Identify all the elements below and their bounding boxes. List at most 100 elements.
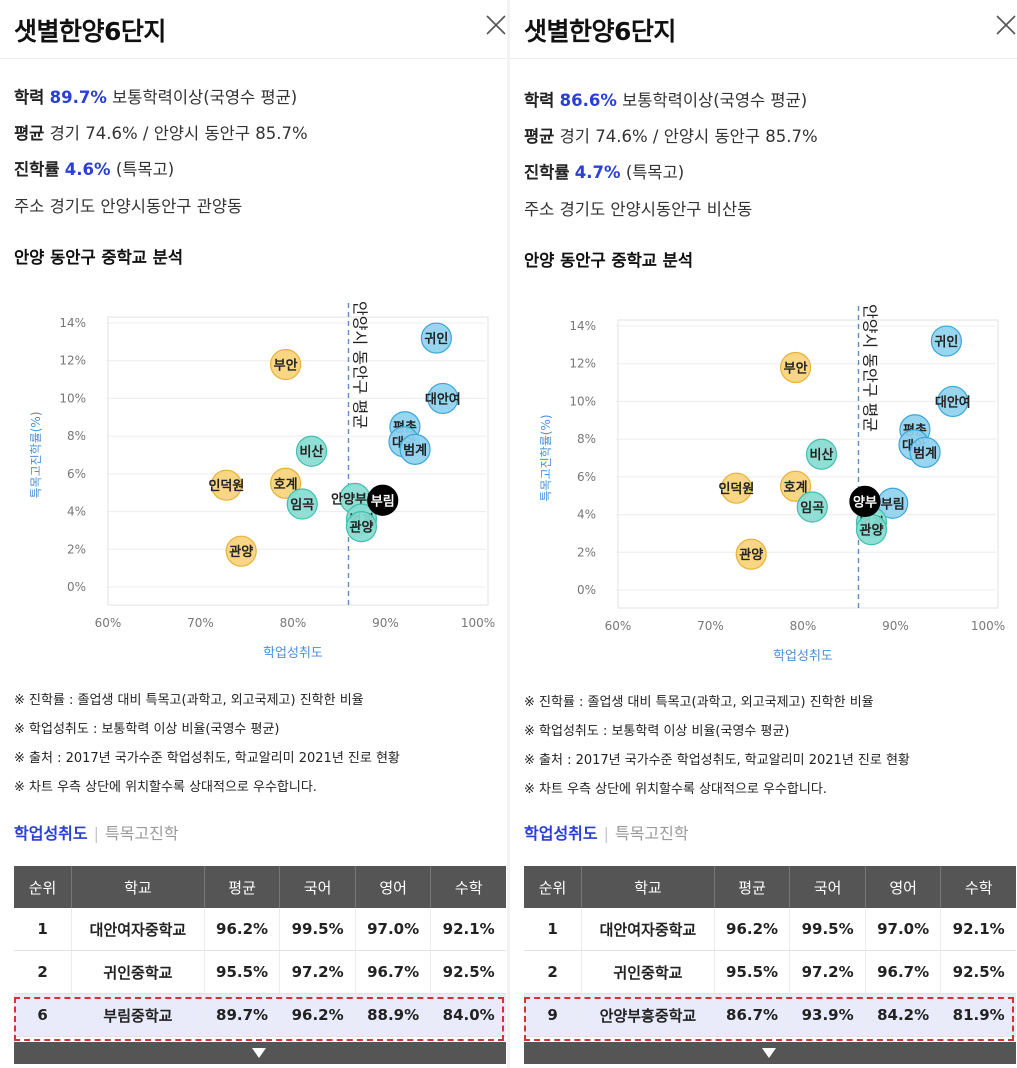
- point-label: 관양: [739, 547, 763, 563]
- data-point: 임곡: [796, 491, 828, 523]
- tab-bar: 학업성취도 | 특목고진학: [524, 820, 689, 844]
- table-row-highlighted[interactable]: 6 부림중학교 89.7% 96.2% 88.9% 84.0%: [14, 993, 506, 1037]
- admission-desc: (특목고): [625, 163, 685, 182]
- data-point: 관양: [225, 535, 257, 567]
- cell-school: 귀인중학교: [581, 950, 715, 994]
- expand-table-button[interactable]: [14, 1042, 506, 1064]
- label: 진학률: [524, 163, 570, 182]
- point-label: 귀인: [934, 334, 958, 350]
- reference-line-label: 안양시 동안구 평균: [861, 304, 880, 432]
- point-label: 비산: [300, 444, 324, 460]
- info-achievement: 학력 86.6% 보통학력이상(국영수 평균): [524, 87, 807, 111]
- plot-frame: [617, 319, 999, 609]
- header-cell: 수학: [430, 866, 506, 908]
- data-point: 대안여: [425, 382, 461, 415]
- y-tick-label: 14%: [59, 316, 86, 330]
- point-marker: [937, 385, 969, 418]
- cell-avg: 86.7%: [714, 993, 791, 1037]
- notes: ※ 진학률 : 졸업생 대비 특목고(과학고, 외고국제고) 진학한 비율 ※ …: [14, 686, 400, 802]
- tab-special-admission[interactable]: 특목고진학: [615, 824, 689, 843]
- data-point: 부림: [877, 487, 909, 519]
- point-marker: [295, 435, 328, 467]
- point-marker: [805, 438, 838, 470]
- x-tick-label: 80%: [280, 616, 307, 630]
- cell-rank: 2: [524, 950, 583, 994]
- info-admission: 진학률 4.6% (특목고): [14, 156, 174, 180]
- note-line: ※ 출처 : 2017년 국가수준 학업성취도, 학교알리미 2021년 진로 …: [524, 753, 910, 768]
- table-row[interactable]: 2 귀인중학교 95.5% 97.2% 96.7% 92.5%: [14, 950, 506, 994]
- cell-english: 84.2%: [865, 993, 942, 1037]
- point-label: 부림: [371, 494, 395, 509]
- tab-special-admission[interactable]: 특목고진학: [105, 824, 179, 843]
- cell-english: 96.7%: [355, 950, 432, 994]
- achievement-desc: 보통학력이상(국영수 평균): [112, 88, 298, 107]
- label: 진학률: [14, 160, 60, 179]
- data-point: 범계: [909, 436, 941, 468]
- point-marker: [796, 491, 828, 523]
- header-cell: 수학: [940, 866, 1016, 908]
- cell-rank: 1: [14, 908, 73, 951]
- point-label: 인덕원: [208, 478, 244, 494]
- note-line: ※ 진학률 : 졸업생 대비 특목고(과학고, 외고국제고) 진학한 비율: [14, 693, 364, 708]
- cell-korean: 93.9%: [789, 993, 866, 1037]
- point-marker: [420, 322, 452, 354]
- info-address: 주소 경기도 안양시동안구 관양동: [14, 193, 242, 217]
- notes: ※ 진학률 : 졸업생 대비 특목고(과학고, 외고국제고) 진학한 비율 ※ …: [524, 688, 910, 804]
- table-row-highlighted[interactable]: 9 안양부흥중학교 86.7% 93.9% 84.2% 81.9%: [524, 993, 1016, 1037]
- table-row[interactable]: 1 대안여자중학교 96.2% 99.5% 97.0% 92.1%: [524, 908, 1016, 951]
- admission-value: 4.6%: [64, 160, 111, 179]
- cell-korean: 99.5%: [279, 908, 356, 951]
- y-tick-label: 2%: [577, 545, 596, 559]
- x-tick-label: 100%: [461, 616, 495, 630]
- point-label: 인덕원: [718, 481, 754, 497]
- data-point: 비산: [295, 435, 328, 467]
- point-label: 부안: [274, 357, 298, 373]
- tab-separator: |: [603, 824, 609, 843]
- cell-school: 대안여자중학교: [581, 908, 715, 951]
- cell-math: 92.5%: [430, 950, 506, 994]
- title-divider: [0, 58, 507, 59]
- scatter-chart: 0% 2% 4% 6% 8% 10% 12% 14% 60% 70% 80% 90% 100% 학업성취도…: [29, 301, 495, 661]
- expand-table-button[interactable]: [524, 1042, 1016, 1064]
- label: 주소: [14, 197, 45, 216]
- y-tick-label: 6%: [67, 467, 86, 481]
- label: 평균: [14, 124, 45, 143]
- achievement-desc: 보통학력이상(국영수 평균): [622, 91, 808, 110]
- label: 평균: [524, 127, 555, 146]
- header-cell: 영어: [355, 866, 432, 908]
- x-axis-label: 학업성취도: [263, 646, 323, 661]
- x-tick-label: 90%: [882, 619, 909, 633]
- admission-value: 4.7%: [574, 163, 621, 182]
- data-point: 귀인: [420, 322, 452, 354]
- x-tick-label: 100%: [971, 619, 1005, 633]
- achievement-value: 86.6%: [559, 91, 617, 110]
- info-address: 주소 경기도 안양시동안구 비산동: [524, 196, 752, 220]
- admission-desc: (특목고): [115, 160, 175, 179]
- point-label: 비산: [810, 447, 834, 463]
- table-row[interactable]: 2 귀인중학교 95.5% 97.2% 96.7% 92.5%: [524, 950, 1016, 994]
- close-icon[interactable]: [481, 10, 511, 40]
- y-tick-label: 6%: [577, 470, 596, 484]
- tab-achievement[interactable]: 학업성취도: [524, 824, 598, 843]
- label: 학력: [524, 91, 555, 110]
- point-label: 호계: [784, 480, 808, 495]
- point-marker: [270, 348, 302, 381]
- detail-panel-right: 샛별한양6단지 학력 86.6% 보통학력이상(국영수 평균) 평균 경기 74…: [510, 0, 1017, 1068]
- x-tick-label: 80%: [790, 619, 817, 633]
- x-tick-label: 60%: [605, 619, 632, 633]
- header-cell: 평균: [714, 866, 791, 908]
- cell-avg: 89.7%: [204, 993, 281, 1037]
- info-average: 평균 경기 74.6% / 안양시 동안구 85.7%: [524, 123, 818, 147]
- point-label: 귀인: [424, 331, 448, 347]
- cell-korean: 97.2%: [279, 950, 356, 994]
- tab-achievement[interactable]: 학업성취도: [14, 824, 88, 843]
- x-tick-label: 70%: [697, 619, 724, 633]
- point-label: 관양: [349, 520, 373, 536]
- header-cell: 학교: [581, 866, 715, 908]
- table-row[interactable]: 1 대안여자중학교 96.2% 99.5% 97.0% 92.1%: [14, 908, 506, 951]
- cell-english: 88.9%: [355, 993, 432, 1037]
- info-admission: 진학률 4.7% (특목고): [524, 159, 684, 183]
- panel-title: 샛별한양6단지: [14, 17, 166, 46]
- tab-separator: |: [93, 824, 99, 843]
- close-icon[interactable]: [991, 10, 1017, 40]
